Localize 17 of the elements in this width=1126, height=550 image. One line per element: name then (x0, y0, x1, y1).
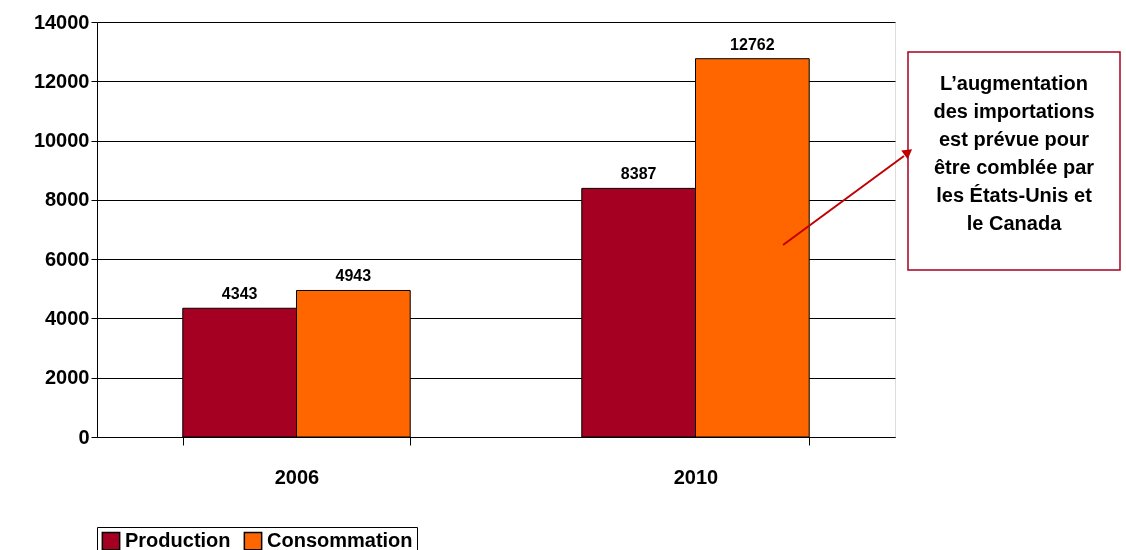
x-tick-label: 2006 (274, 465, 320, 488)
text: L’augmentation des importations est prévue pour être comblée par les États-Unis et le Canada (933, 72, 1095, 234)
data-label: 12762 (730, 35, 775, 53)
y-tick-label: 8000 (45, 188, 90, 211)
y-tick-label: 0 (78, 425, 90, 448)
y-tick-label: 14000 (33, 10, 90, 33)
y-tick-label: 4000 (45, 306, 90, 329)
y-tick-label: 6000 (45, 247, 90, 270)
legend-label: Production (125, 529, 231, 550)
data-label: 4343 (221, 285, 258, 303)
x-tick-label: 2010 (673, 465, 719, 488)
y-tick-label: 12000 (33, 69, 90, 92)
data-label: 8387 (620, 165, 657, 183)
data-label: 4943 (335, 267, 372, 285)
legend-label: Consommation (267, 529, 413, 550)
y-tick-label: 2000 (45, 366, 90, 389)
y-tick-label: 10000 (33, 129, 90, 152)
